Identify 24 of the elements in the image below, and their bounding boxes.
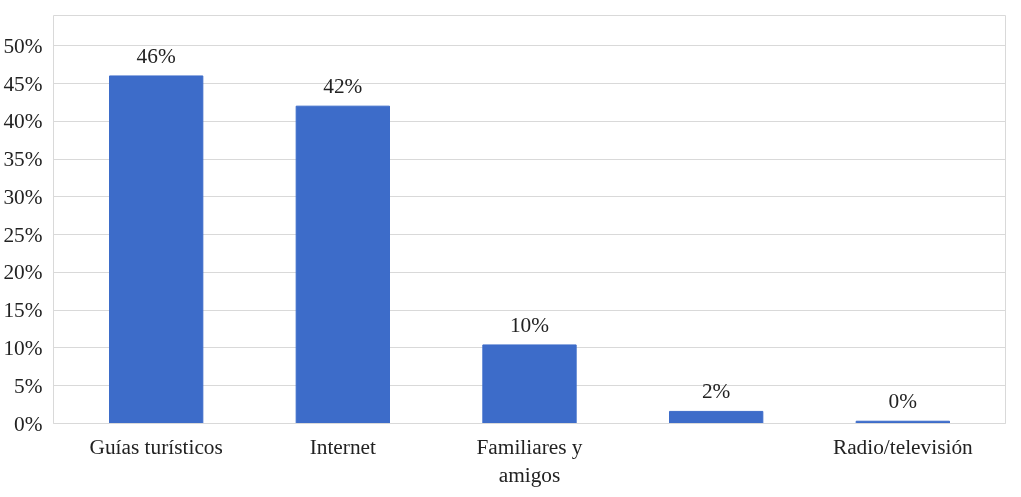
y-tick-label: 40% (3, 109, 43, 134)
y-tick-label: 0% (14, 411, 43, 436)
x-tick-label: Guías turísticos (89, 434, 223, 459)
bar (482, 344, 577, 424)
y-tick-label: 25% (3, 222, 43, 247)
y-tick-label: 45% (3, 71, 43, 96)
x-tick-label: Radio/televisión (832, 434, 974, 459)
bar (109, 75, 204, 424)
data-label: 10% (509, 312, 550, 337)
y-tick-label: 35% (3, 147, 43, 172)
bar (669, 410, 764, 424)
data-label: 42% (323, 74, 363, 99)
y-tick-label: 5% (14, 373, 43, 398)
y-tick-label: 50% (3, 33, 43, 58)
x-tick-label: Familiares y amigos (476, 434, 583, 488)
bar (295, 105, 390, 424)
y-tick-label: 30% (3, 184, 43, 209)
y-tick-label: 15% (3, 298, 43, 323)
data-label: 0% (888, 389, 918, 414)
data-label: 46% (136, 43, 176, 68)
y-tick-label: 20% (3, 260, 43, 285)
y-tick-label: 10% (3, 335, 43, 360)
data-label: 2% (701, 379, 731, 404)
x-tick-label: Internet (309, 434, 377, 459)
